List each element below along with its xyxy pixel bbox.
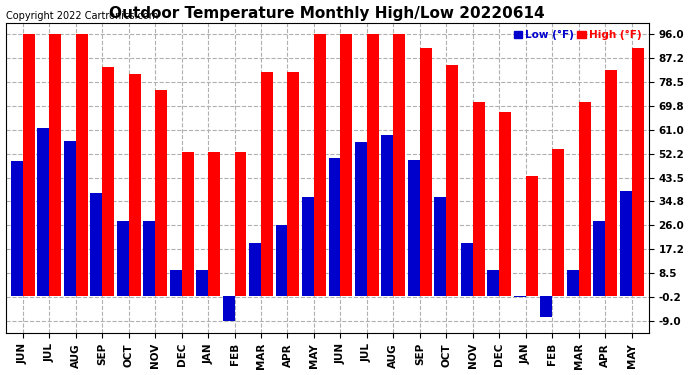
Bar — [500, 112, 511, 297]
Bar — [461, 243, 473, 297]
Bar — [435, 196, 446, 297]
Bar — [249, 243, 261, 297]
Bar — [128, 74, 141, 297]
Bar — [605, 70, 617, 297]
Bar — [631, 48, 644, 297]
Bar — [223, 297, 235, 321]
Bar — [49, 34, 61, 297]
Bar — [382, 135, 393, 297]
Legend: Low (°F), High (°F): Low (°F), High (°F) — [512, 28, 644, 43]
Bar — [275, 225, 288, 297]
Bar — [261, 72, 273, 297]
Bar — [196, 270, 208, 297]
Bar — [446, 66, 458, 297]
Bar — [526, 176, 538, 297]
Bar — [208, 152, 220, 297]
Bar — [102, 67, 114, 297]
Bar — [314, 34, 326, 297]
Bar — [90, 193, 102, 297]
Bar — [355, 142, 367, 297]
Bar — [579, 102, 591, 297]
Bar — [235, 152, 246, 297]
Bar — [170, 270, 181, 297]
Bar — [181, 152, 193, 297]
Bar — [155, 90, 167, 297]
Bar — [408, 160, 420, 297]
Bar — [144, 221, 155, 297]
Bar — [593, 221, 605, 297]
Bar — [566, 270, 579, 297]
Bar — [540, 297, 552, 317]
Bar — [340, 34, 353, 297]
Bar — [328, 158, 340, 297]
Bar — [288, 72, 299, 297]
Bar — [473, 102, 484, 297]
Bar — [37, 128, 49, 297]
Title: Outdoor Temperature Monthly High/Low 20220614: Outdoor Temperature Monthly High/Low 202… — [110, 6, 545, 21]
Bar — [63, 141, 76, 297]
Text: Copyright 2022 Cartronics.com: Copyright 2022 Cartronics.com — [6, 11, 158, 21]
Bar — [76, 34, 88, 297]
Bar — [620, 191, 631, 297]
Bar — [393, 34, 405, 297]
Bar — [117, 221, 128, 297]
Bar — [367, 34, 379, 297]
Bar — [302, 196, 314, 297]
Bar — [420, 48, 432, 297]
Bar — [23, 34, 34, 297]
Bar — [11, 161, 23, 297]
Bar — [487, 270, 500, 297]
Bar — [552, 149, 564, 297]
